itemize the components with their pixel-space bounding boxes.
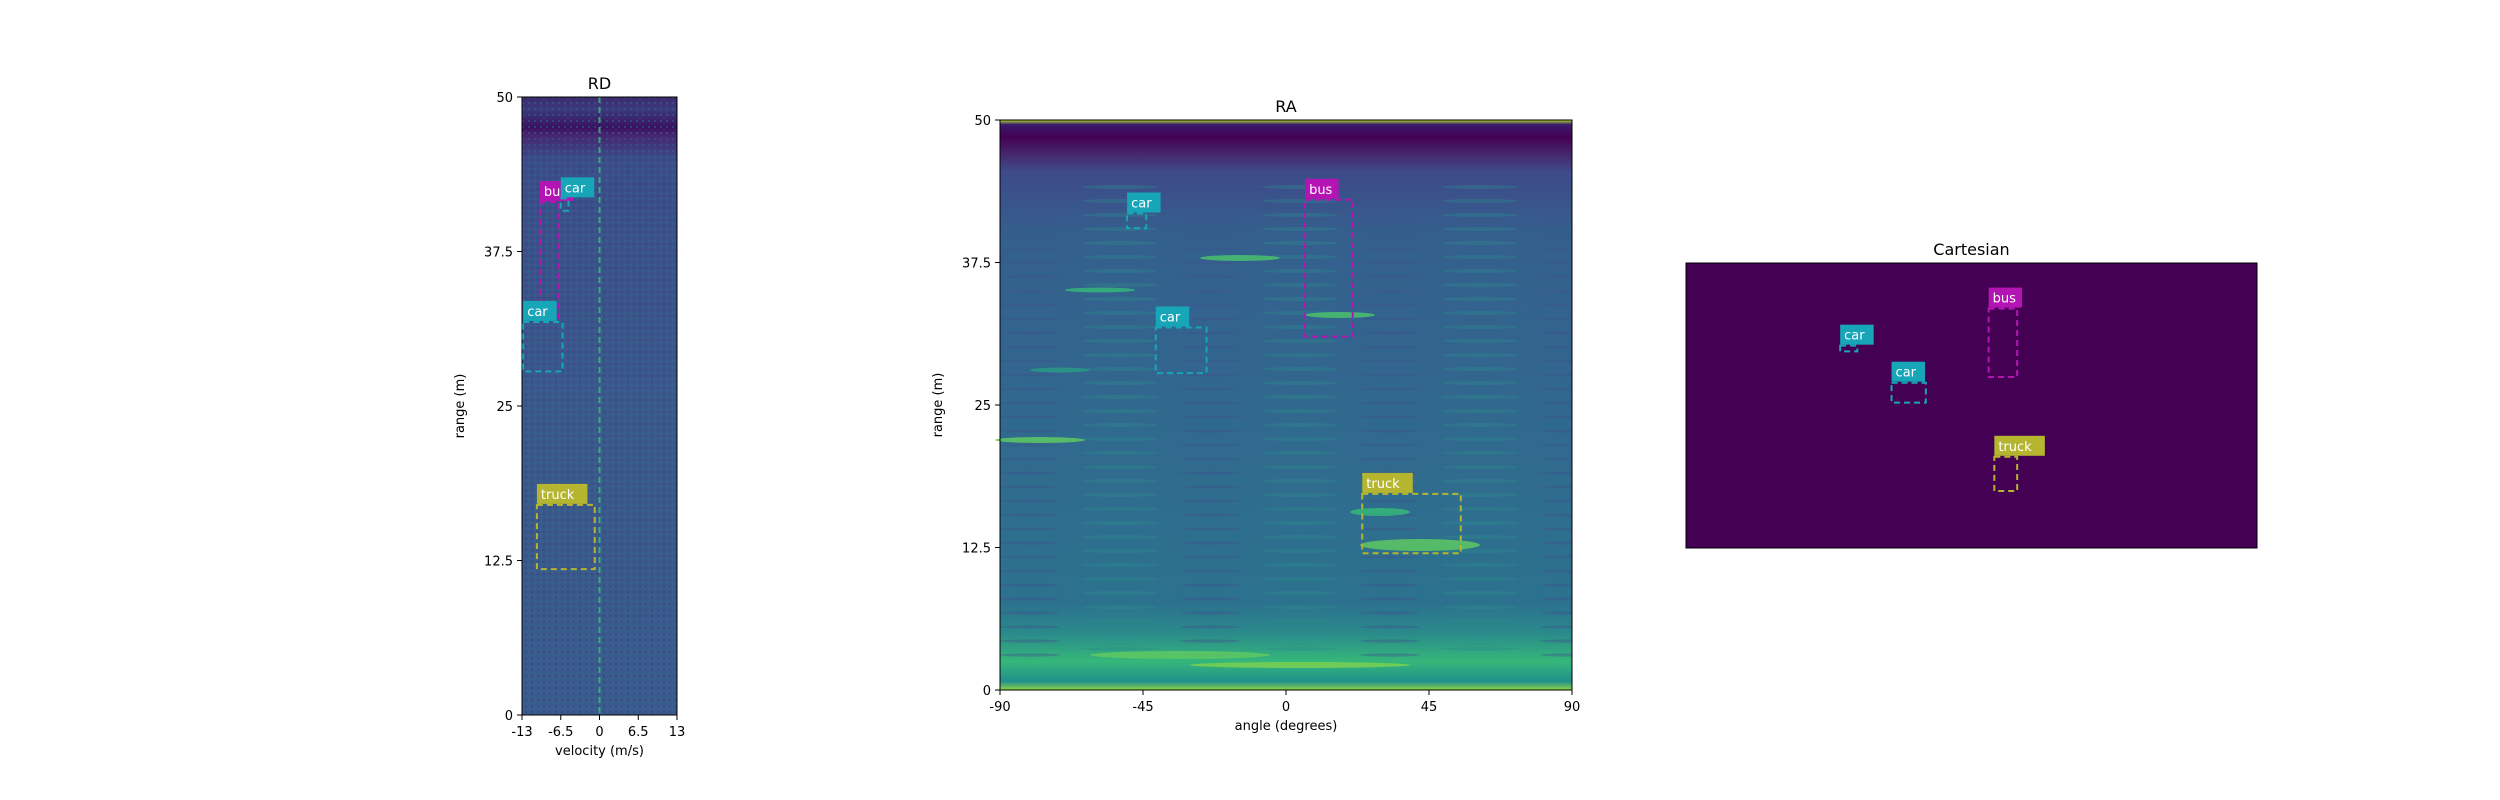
heatmap-blob: [1305, 312, 1375, 318]
detection-label-bg: [1127, 192, 1161, 213]
chart-title: RA: [1275, 97, 1296, 116]
detection-box-bus: [1987, 307, 2019, 379]
heatmap-blob: [995, 437, 1085, 443]
heatmap-blob: [1030, 367, 1090, 373]
detection-label: car: [1844, 329, 1865, 344]
detection-label: bus: [1993, 292, 2016, 307]
detection-label-bg: [523, 300, 557, 321]
x-tick-label: 0: [595, 725, 603, 740]
y-tick-label: 12.5: [484, 555, 513, 570]
detection-box-truck: [535, 503, 596, 571]
detection-box-car: [559, 197, 570, 212]
detection-label: truck: [541, 488, 575, 503]
detection-box-truck: [1993, 455, 2019, 492]
heatmap-blob: [1360, 539, 1480, 551]
y-tick-label: 0: [983, 684, 991, 699]
detection-label-bg: [536, 483, 588, 504]
y-tick-label: 50: [496, 91, 513, 106]
detection-label: car: [1131, 196, 1152, 211]
x-tick-label: 90: [1564, 700, 1581, 715]
x-tick-label: 45: [1421, 700, 1438, 715]
x-tick-label: -6.5: [548, 725, 573, 740]
x-tick-label: 13: [669, 725, 686, 740]
x-tick-label: -45: [1132, 700, 1153, 715]
y-tick-label: 37.5: [962, 257, 991, 272]
detection-box-car: [1154, 326, 1208, 375]
y-tick-label: 50: [974, 114, 991, 129]
panel-2: Cartesian car bus car truck: [1685, 240, 2258, 549]
detection-label-bg: [1988, 287, 2023, 308]
detection-label-bg: [1891, 361, 1926, 382]
panel-1: RA -90 -45 0 45 90 0 12.5 25 37.5 50 angle (degrees…: [931, 97, 1580, 734]
chart-title: RD: [588, 74, 611, 93]
heatmap-blob: [1065, 287, 1135, 293]
detection-label: car: [565, 181, 586, 196]
heatmap-blob: [1090, 651, 1270, 659]
detection-label-bg: [1994, 435, 2045, 456]
detection-label: truck: [1998, 440, 2032, 455]
axes-frame: [1685, 262, 2258, 549]
y-axis-label: range (m): [931, 373, 946, 438]
heatmap-blob: [1200, 255, 1280, 261]
y-tick-label: 25: [496, 400, 513, 415]
detection-box-car: [1126, 212, 1148, 230]
detection-box-bus: [1304, 198, 1354, 338]
detection-label: car: [1160, 310, 1181, 325]
heatmap-texture: [1000, 180, 1572, 660]
detection-label-bg: [1155, 306, 1190, 327]
x-axis-label: velocity (m/s): [555, 744, 644, 759]
detection-box-car: [1890, 381, 1927, 404]
detection-label-bg: [1840, 324, 1874, 345]
heatmap-image: [1686, 263, 2257, 548]
detection-label-bg: [1362, 472, 1413, 493]
y-tick-label: 37.5: [484, 246, 513, 261]
chart-title: Cartesian: [1933, 240, 2009, 259]
detection-box-car: [1839, 344, 1859, 353]
detection-box-truck: [1361, 492, 1462, 555]
detection-label: car: [1896, 366, 1917, 381]
x-tick-label: -13: [511, 725, 532, 740]
x-tick-label: -90: [989, 700, 1010, 715]
detection-box-bus: [538, 201, 560, 321]
heatmap-blob: [1190, 662, 1410, 668]
x-axis-label: angle (degrees): [1235, 719, 1338, 734]
detection-label: car: [527, 305, 548, 320]
y-tick-label: 0: [505, 709, 513, 724]
x-tick-label: 6.5: [628, 725, 649, 740]
y-tick-label: 25: [974, 399, 991, 414]
y-tick-label: 12.5: [962, 542, 991, 557]
detection-label-bg: [560, 177, 595, 198]
panel-0: RD -13 -6.5 0 6.5 13 0 12.5 25 37.5 50 velocity (m/…: [453, 74, 685, 759]
y-axis-label: range (m): [453, 374, 468, 439]
detection-label: bus: [1309, 183, 1332, 198]
x-tick-label: 0: [1282, 700, 1290, 715]
detection-label-bg: [1305, 178, 1339, 199]
heatmap-blob: [1350, 508, 1410, 516]
detection-box-car: [522, 320, 564, 373]
detection-label: truck: [1366, 477, 1400, 492]
